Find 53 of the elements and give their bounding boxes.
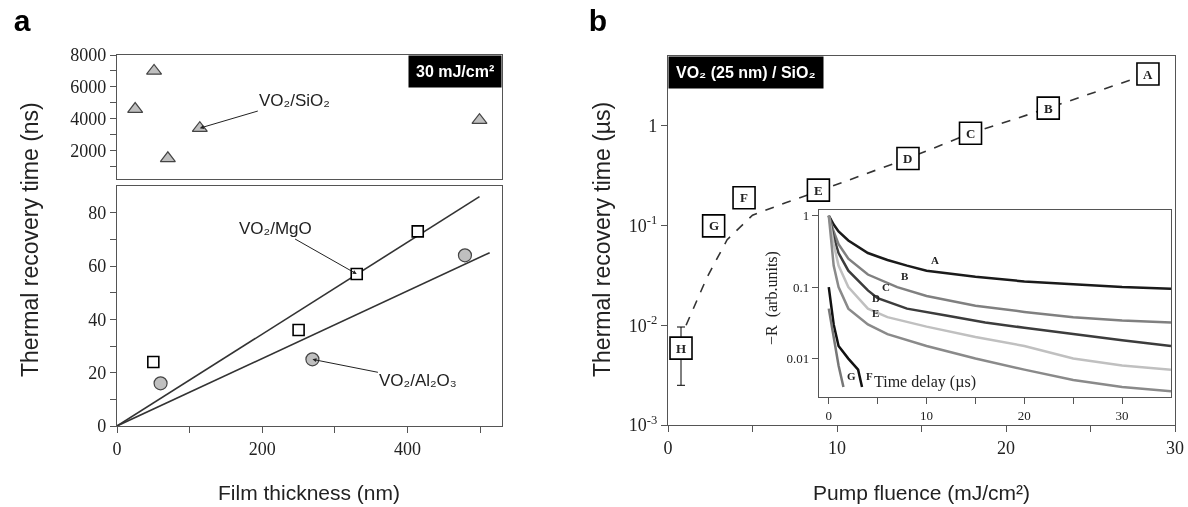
y-tick-label: 2000 (70, 140, 107, 161)
chart-title: b (588, 3, 608, 37)
x-tick-label: 0 (663, 437, 673, 458)
y-tick-label: 80 (88, 202, 107, 223)
chart-title: a (13, 3, 31, 37)
annotation: A (931, 254, 939, 266)
x-tick-label: 200 (248, 438, 276, 459)
y-tick-label: 0.1 (792, 279, 810, 295)
y-axis-title: Thermal recovery time (µs) (589, 101, 615, 377)
y-tick-label: 10$^{-2}$ (628, 312, 658, 336)
x-tick-label: 20 (997, 437, 1015, 458)
annotation: A (1143, 67, 1153, 82)
annotation: 30 mJ/cm² (416, 63, 495, 80)
y-tick-label: 6000 (70, 77, 107, 98)
annotation: D (903, 151, 913, 166)
x-axis-title: Film thickness (nm) (218, 481, 401, 504)
annotation: G (847, 370, 856, 382)
x-axis-title: Time delay (µs) (874, 373, 976, 391)
annotation: VO₂/Al₂O₃ (379, 371, 457, 390)
annotation: VO₂ (25 nm) / SiO₂ (676, 64, 816, 81)
x-tick-label: 30 (1166, 437, 1184, 458)
x-tick-label: 10 (920, 407, 934, 423)
annotation: VO₂/SiO₂ (259, 91, 330, 110)
annotation: F (866, 370, 873, 382)
y-tick-label: 10$^{-3}$ (628, 412, 658, 436)
x-tick-label: 0 (825, 407, 833, 423)
x-tick-label: 10 (828, 437, 846, 458)
y-tick-label: 20 (88, 362, 107, 383)
annotation: C (882, 281, 890, 293)
annotation: VO₂/MgO (239, 219, 312, 238)
y-tick-label: 1 (802, 208, 810, 224)
x-tick-label: 20 (1017, 407, 1031, 423)
annotation: H (676, 341, 687, 356)
y-tick-label: 40 (88, 309, 107, 330)
y-tick-label: 1 (648, 116, 658, 137)
x-tick-label: 30 (1115, 407, 1129, 423)
annotation: B (1044, 101, 1053, 116)
y-axis-title: Thermal recovery time (ns) (17, 102, 43, 377)
annotation: C (966, 126, 976, 141)
x-tick-label: 0 (112, 438, 122, 459)
y-tick-label: 0.01 (786, 351, 810, 367)
annotation: E (814, 183, 823, 198)
y-axis-title: −R (arb.units) (763, 251, 781, 345)
y-tick-label: 60 (88, 256, 107, 277)
y-tick-label: 4000 (70, 108, 107, 129)
y-tick-label: 10$^{-1}$ (628, 213, 658, 236)
annotation: E (872, 307, 880, 319)
annotation: F (740, 190, 748, 205)
annotation: G (709, 218, 720, 233)
x-axis-title: Pump fluence (mJ/cm²) (813, 481, 1031, 504)
annotation: B (901, 270, 909, 282)
y-tick-label: 8000 (70, 45, 107, 66)
x-tick-label: 400 (394, 438, 422, 459)
